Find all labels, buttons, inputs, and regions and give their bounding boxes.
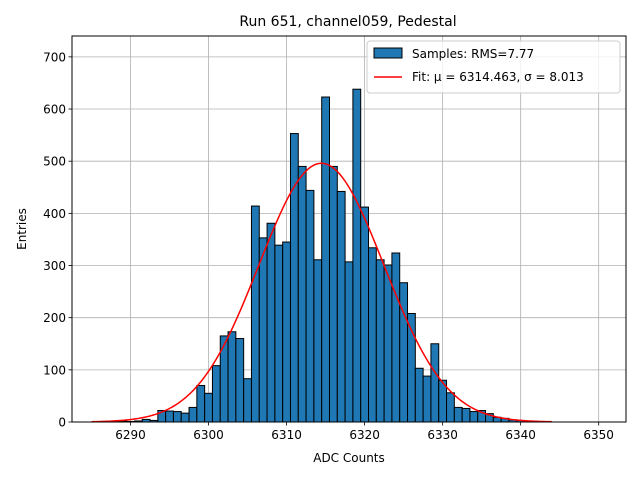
legend-box — [366, 40, 621, 94]
histogram-bar — [250, 205, 260, 423]
y-axis-label: Entries — [15, 208, 29, 250]
histogram-bar — [446, 392, 455, 423]
x-tick-label: 6300 — [193, 428, 224, 442]
y-tick-label: 600 — [43, 103, 66, 117]
histogram-bar — [243, 378, 252, 423]
y-tick-label: 400 — [43, 207, 66, 221]
fit-curve — [91, 162, 552, 423]
x-axis-label: ADC Counts — [313, 451, 385, 465]
histogram-bar — [289, 133, 299, 423]
histogram-bar — [336, 190, 346, 423]
histogram-bar — [368, 247, 377, 423]
legend-histogram-swatch — [373, 47, 403, 59]
histogram-bar — [196, 384, 206, 423]
histogram-bar — [321, 96, 330, 423]
plot-frame — [71, 35, 627, 423]
x-tick-label: 6330 — [427, 428, 458, 442]
histogram-bar — [172, 411, 182, 423]
histogram-bar — [266, 222, 276, 423]
histogram-bar — [305, 189, 315, 423]
histogram-bar — [180, 412, 190, 423]
histogram-bar — [414, 367, 424, 423]
histogram-bar — [453, 406, 463, 423]
y-tick-label: 500 — [43, 155, 66, 169]
x-axis-ticks: 6290 6300 6310 6320 6330 6340 6350 — [115, 422, 614, 442]
x-tick-label: 6350 — [583, 428, 614, 442]
histogram-bar — [461, 407, 471, 423]
y-tick-label: 0 — [58, 416, 66, 430]
histogram-bar — [258, 237, 268, 423]
histogram-bar — [360, 206, 370, 423]
histogram-bar — [274, 244, 284, 423]
y-tick-label: 100 — [43, 363, 66, 377]
x-tick-label: 6310 — [271, 428, 302, 442]
legend: Samples: RMS=7.77 Fit: μ = 6314.463, σ =… — [366, 40, 621, 94]
histogram-bar — [469, 411, 479, 423]
histogram-bar — [204, 392, 213, 423]
histogram-bar — [344, 261, 354, 423]
x-tick-label: 6320 — [349, 428, 380, 442]
histogram-bar — [297, 165, 307, 423]
histogram-bar — [165, 410, 174, 423]
histogram-bar — [352, 88, 362, 423]
histogram-bar — [313, 259, 323, 423]
histogram-bar — [227, 331, 237, 423]
histogram-bar — [391, 252, 401, 423]
histogram-bar — [235, 338, 245, 423]
histogram-bar — [282, 241, 291, 423]
legend-fit-label: Fit: μ = 6314.463, σ = 8.013 — [412, 70, 584, 84]
chart-title: Run 651, channel059, Pedestal — [239, 14, 456, 30]
histogram-bar — [211, 365, 221, 423]
x-tick-label: 6340 — [505, 428, 536, 442]
y-tick-label: 200 — [43, 311, 66, 325]
histogram-bar — [399, 282, 409, 423]
histogram-bar — [375, 259, 385, 423]
histogram-bar — [188, 406, 198, 423]
legend-histogram-label: Samples: RMS=7.77 — [412, 47, 534, 61]
x-tick-label: 6290 — [115, 428, 146, 442]
y-tick-label: 700 — [43, 50, 66, 64]
histogram-bar — [422, 375, 432, 423]
y-axis-ticks: 0 100 200 300 400 500 600 700 — [43, 50, 72, 430]
histogram-bar — [430, 343, 440, 423]
y-tick-label: 300 — [43, 259, 66, 273]
histogram-bar — [328, 165, 338, 423]
histogram-bar — [383, 264, 393, 423]
